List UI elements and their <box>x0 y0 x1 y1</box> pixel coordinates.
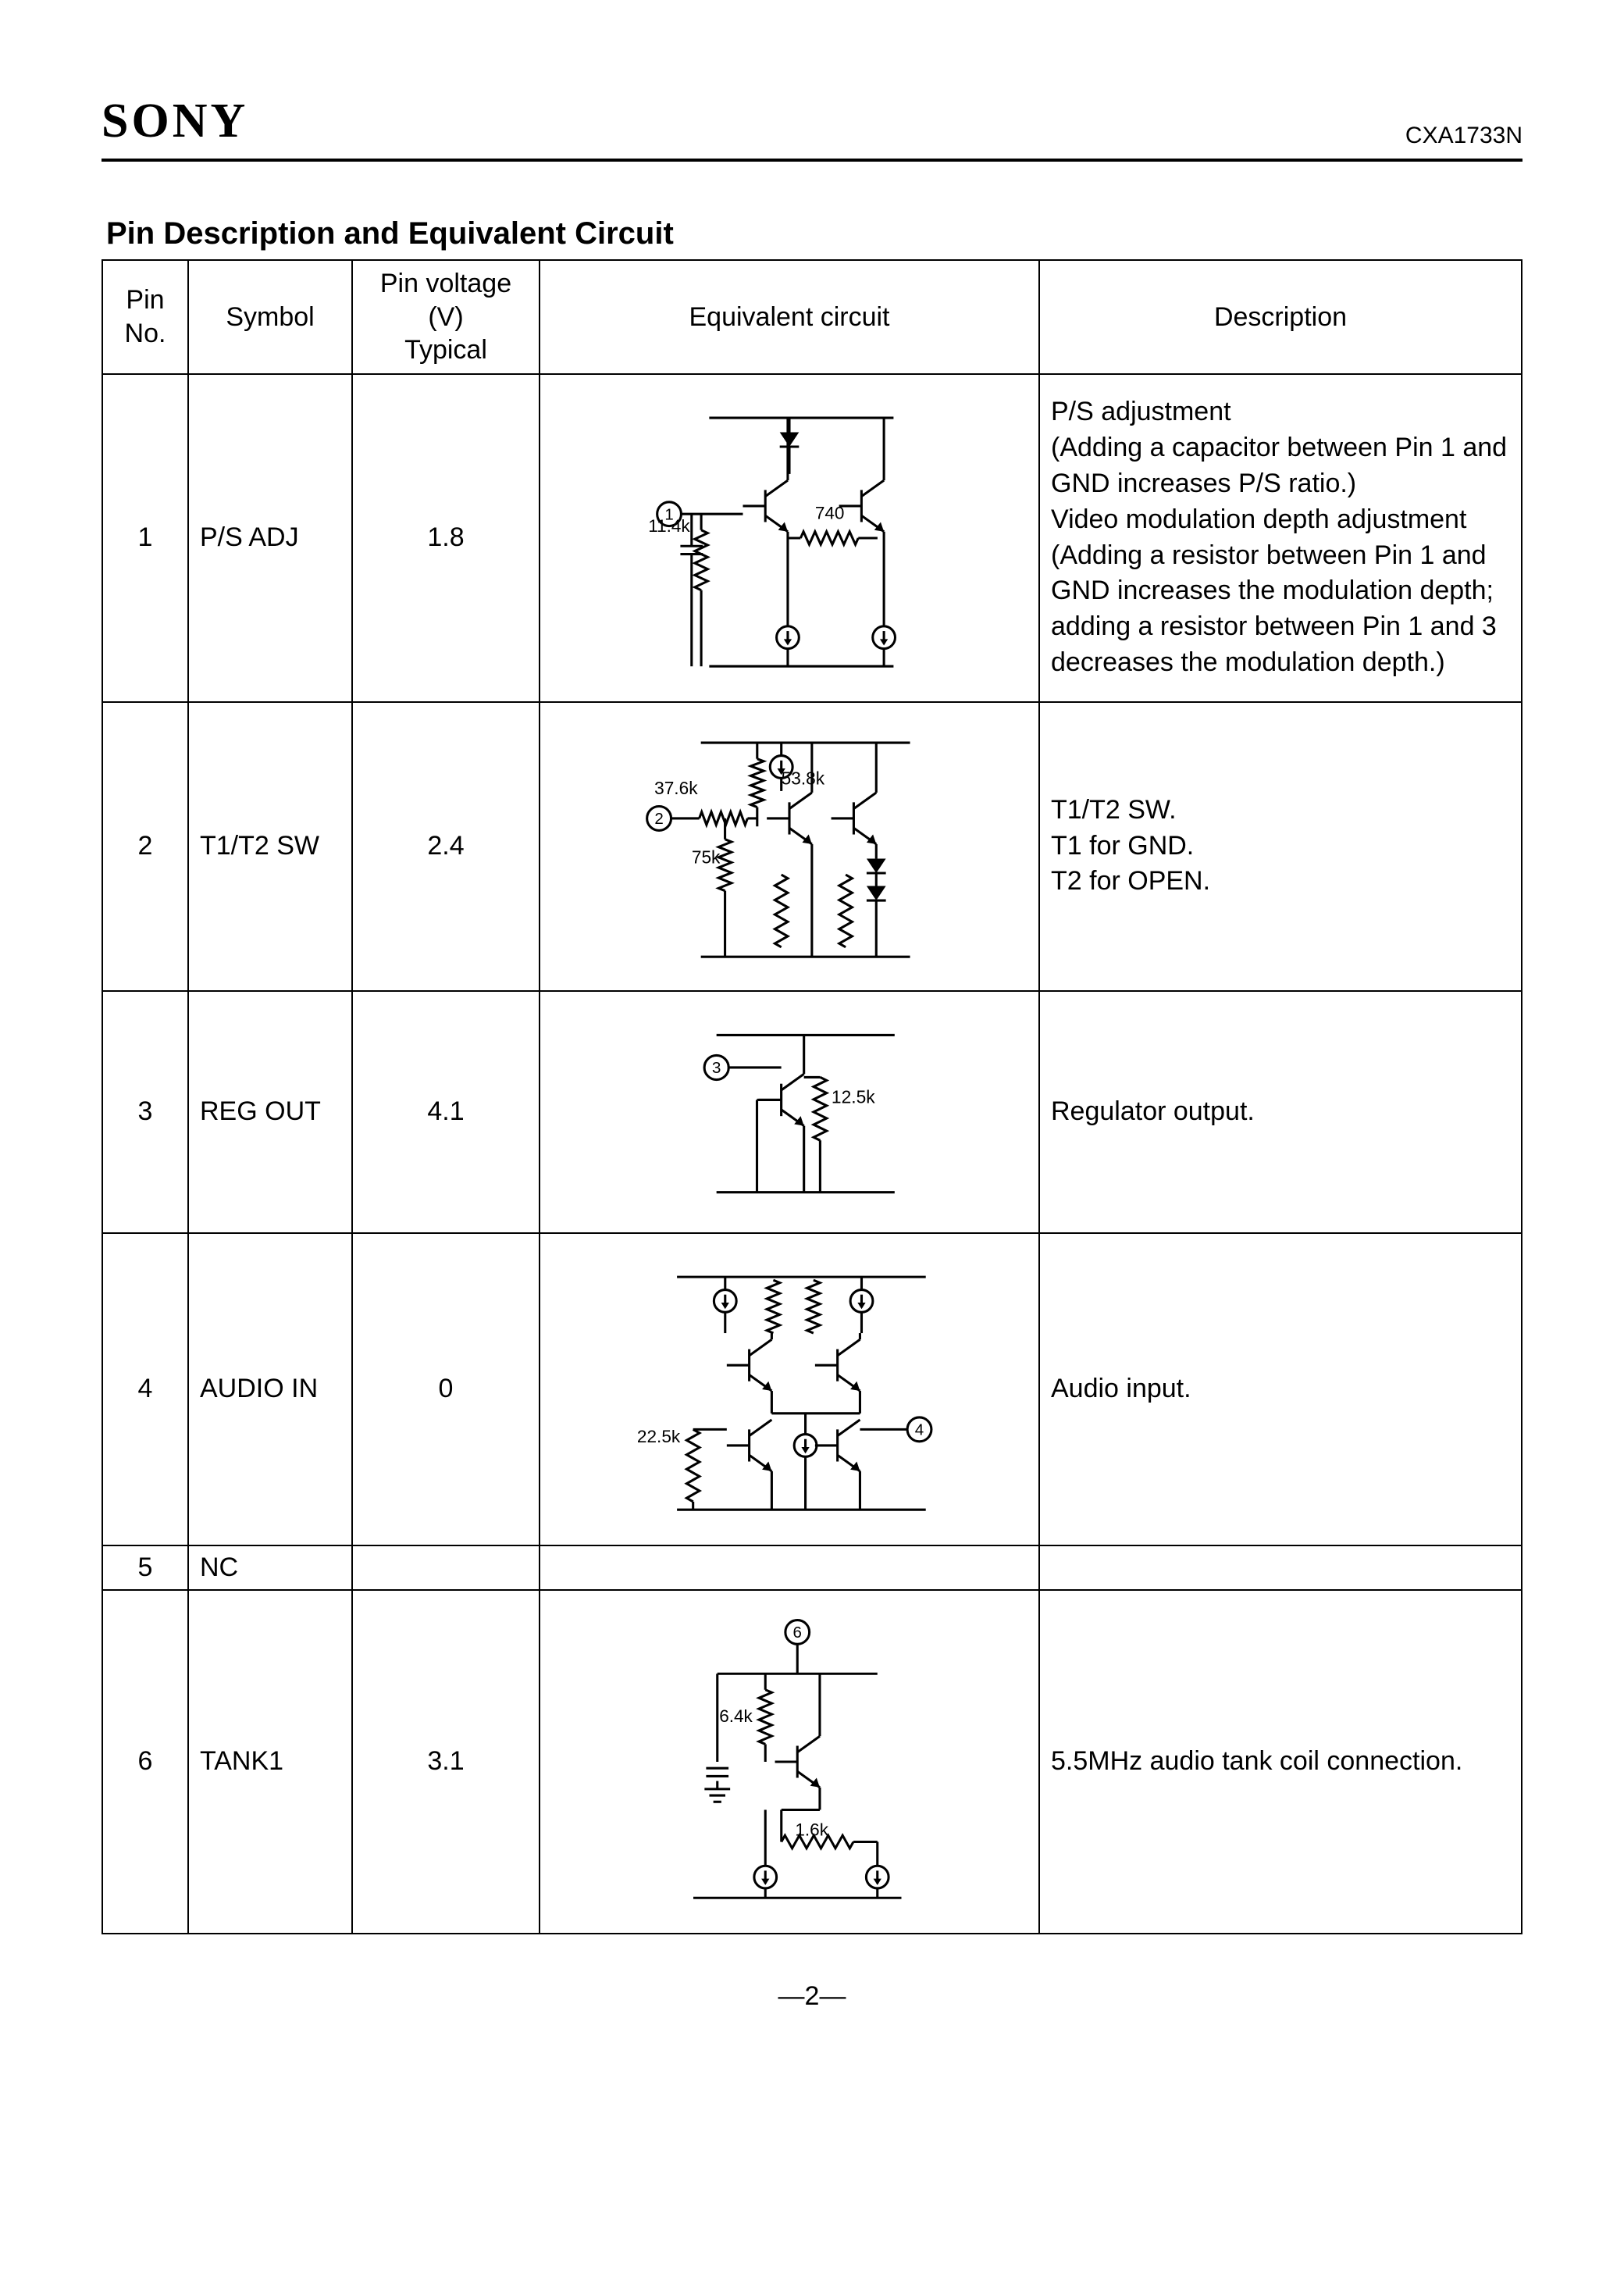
col-equivalent-circuit: Equivalent circuit <box>540 260 1039 374</box>
circuit-diagram: 2 37.6k 53.8k 75k <box>571 714 1008 979</box>
cell-pin-no: 5 <box>102 1545 188 1590</box>
cell-symbol: P/S ADJ <box>188 374 352 702</box>
cell-symbol: TANK1 <box>188 1590 352 1934</box>
cell-description: 5.5MHz audio tank coil connection. <box>1039 1590 1522 1934</box>
cell-symbol: REG OUT <box>188 991 352 1233</box>
svg-text:740: 740 <box>815 503 845 522</box>
svg-text:53.8k: 53.8k <box>782 768 825 788</box>
cell-pin-no: 3 <box>102 991 188 1233</box>
brand-logo: SONY <box>102 94 248 149</box>
circuit-diagram: 6 6.4k 1.6k <box>571 1602 1008 1922</box>
cell-equivalent-circuit: 4 22.5k <box>540 1233 1039 1545</box>
cell-symbol: NC <box>188 1545 352 1590</box>
cell-description: Regulator output. <box>1039 991 1522 1233</box>
page-number: —2— <box>102 1981 1522 2012</box>
svg-text:4: 4 <box>915 1421 924 1438</box>
svg-text:3: 3 <box>712 1059 721 1077</box>
col-pin-no: PinNo. <box>102 260 188 374</box>
cell-symbol: AUDIO IN <box>188 1233 352 1545</box>
col-voltage: Pin voltage (V)Typical <box>352 260 540 374</box>
cell-description <box>1039 1545 1522 1590</box>
svg-text:6.4k: 6.4k <box>719 1706 753 1725</box>
cell-equivalent-circuit: 3 12.5k <box>540 991 1039 1233</box>
cell-description: Audio input. <box>1039 1233 1522 1545</box>
cell-equivalent-circuit: 6 6.4k 1.6k <box>540 1590 1039 1934</box>
circuit-diagram: 3 12.5k <box>571 1003 1008 1221</box>
svg-text:11.4k: 11.4k <box>648 515 690 535</box>
cell-voltage: 3.1 <box>352 1590 540 1934</box>
table-header-row: PinNo. Symbol Pin voltage (V)Typical Equ… <box>102 260 1522 374</box>
svg-text:1.6k: 1.6k <box>795 1820 828 1839</box>
cell-description: P/S adjustment (Adding a capacitor betwe… <box>1039 374 1522 702</box>
cell-equivalent-circuit <box>540 1545 1039 1590</box>
cell-pin-no: 1 <box>102 374 188 702</box>
table-row: 4AUDIO IN0422.5kAudio input. <box>102 1233 1522 1545</box>
page-header: SONY CXA1733N <box>102 94 1522 162</box>
cell-voltage: 1.8 <box>352 374 540 702</box>
cell-symbol: T1/T2 SW <box>188 702 352 991</box>
circuit-diagram: 111.4k740 <box>571 386 1008 690</box>
cell-pin-no: 4 <box>102 1233 188 1545</box>
cell-pin-no: 6 <box>102 1590 188 1934</box>
svg-text:2: 2 <box>654 810 663 828</box>
cell-voltage: 0 <box>352 1233 540 1545</box>
svg-text:6: 6 <box>793 1624 802 1642</box>
cell-voltage: 4.1 <box>352 991 540 1233</box>
cell-voltage: 2.4 <box>352 702 540 991</box>
table-row: 2T1/T2 SW2.4237.6k53.8k75kT1/T2 SW.T1 fo… <box>102 702 1522 991</box>
table-row: 6TANK13.166.4k1.6k5.5MHz audio tank coil… <box>102 1590 1522 1934</box>
cell-pin-no: 2 <box>102 702 188 991</box>
cell-equivalent-circuit: 111.4k740 <box>540 374 1039 702</box>
svg-text:37.6k: 37.6k <box>654 778 698 798</box>
table-row: 1P/S ADJ1.8111.4k740P/S adjustment (Addi… <box>102 374 1522 702</box>
cell-description: T1/T2 SW.T1 for GND.T2 for OPEN. <box>1039 702 1522 991</box>
cell-equivalent-circuit: 2 37.6k 53.8k 75k <box>540 702 1039 991</box>
table-row: 3REG OUT4.1312.5kRegulator output. <box>102 991 1522 1233</box>
pin-description-table: PinNo. Symbol Pin voltage (V)Typical Equ… <box>102 259 1522 1934</box>
part-number: CXA1733N <box>1405 123 1522 149</box>
svg-text:12.5k: 12.5k <box>832 1086 875 1107</box>
col-symbol: Symbol <box>188 260 352 374</box>
circuit-diagram: 4 22.5k <box>571 1245 1008 1534</box>
svg-text:22.5k: 22.5k <box>637 1426 681 1446</box>
cell-voltage <box>352 1545 540 1590</box>
section-title: Pin Description and Equivalent Circuit <box>106 216 1522 251</box>
svg-text:75k: 75k <box>692 847 721 867</box>
table-row: 5NC <box>102 1545 1522 1590</box>
col-description: Description <box>1039 260 1522 374</box>
